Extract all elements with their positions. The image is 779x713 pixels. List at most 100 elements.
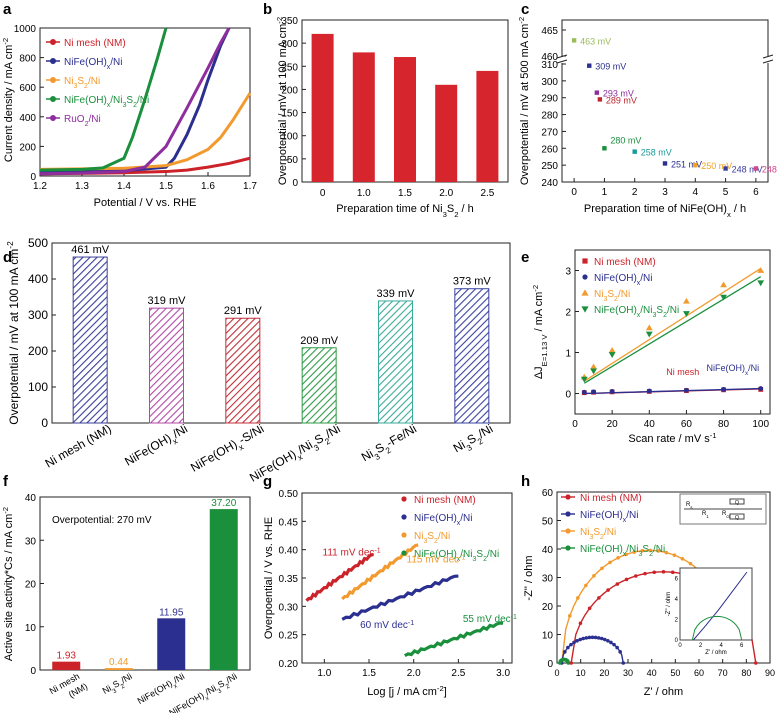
- label-part: Log [j / mA cm: [367, 686, 437, 698]
- panel-h-point: [652, 570, 657, 575]
- y-tick-label: 40: [542, 545, 554, 556]
- label-part: 37.20: [211, 498, 236, 509]
- label-part: 0: [554, 668, 559, 678]
- label-part: -2: [1, 507, 10, 514]
- label-part: -2: [517, 17, 526, 24]
- label-part: Z' / ohm: [705, 650, 726, 656]
- x-tick-label: 60: [694, 668, 704, 678]
- label-part: NiFe(OH): [414, 513, 457, 524]
- y-tick-label: 400: [19, 113, 36, 124]
- panel-e-legend-marker: [582, 274, 588, 280]
- x-tick-label: 4: [693, 187, 699, 198]
- label-part: 0: [675, 638, 679, 644]
- label-part: 3: [603, 296, 607, 303]
- panel-c-point: [723, 166, 728, 171]
- panel-h-circuit-label: Q: [735, 515, 739, 521]
- label-part: 60: [694, 668, 704, 678]
- panel-c-point-label: 289 mV: [606, 95, 637, 105]
- y-tick-label: 0.40: [279, 546, 299, 557]
- panel-d-bar-label: 461 mV: [71, 244, 110, 256]
- label-part: 0: [41, 416, 48, 430]
- panel-e-point: [609, 389, 615, 394]
- label-part: S: [216, 678, 226, 690]
- panel-a-legend-marker: [50, 39, 56, 45]
- label-part: /Ni: [604, 527, 616, 538]
- label-part: ]: [444, 686, 447, 698]
- panel-h-point: [587, 606, 592, 611]
- panel-h-point: [581, 636, 586, 641]
- x-tick-label: 0: [554, 668, 559, 678]
- label-part: 2: [649, 551, 653, 558]
- label-part: NiFe(OH): [136, 678, 174, 706]
- panel-h-point: [624, 552, 628, 557]
- panel-e-legend-label: NiFe(OH)x/Ni3S2/Ni: [594, 305, 679, 319]
- label-part: s: [690, 505, 692, 510]
- panel-c-point-label: 248 mV: [732, 165, 763, 175]
- label-part: 40: [542, 545, 554, 556]
- panel-d-bar: [149, 307, 184, 424]
- y-tick-label: 0.35: [279, 574, 299, 585]
- label-part: 258 mV: [641, 148, 672, 158]
- y-tick-label: 0: [30, 172, 36, 183]
- label-part: x: [623, 551, 627, 558]
- label-part: 2.5: [451, 668, 465, 679]
- panel-a-legend-label: Ni mesh (NM): [64, 38, 126, 49]
- label-part: 209 mV: [300, 335, 339, 347]
- y-tick-label: 240: [541, 178, 558, 189]
- x-tick-label: 100: [752, 419, 769, 430]
- panel-e-point: [646, 388, 652, 394]
- label-part: 2.0: [407, 668, 421, 679]
- panel-h-point: [563, 650, 567, 654]
- panel-e-point: [608, 347, 616, 353]
- panel-c-point-label: 309 mV: [595, 62, 626, 72]
- x-tick-label: 3.0: [496, 668, 510, 679]
- y-tick-label: 1000: [14, 24, 37, 35]
- label-part: 2: [119, 682, 126, 690]
- label-part: 10: [542, 631, 554, 642]
- y-tick-label: 250: [281, 62, 298, 73]
- y-tick-label: 0: [565, 390, 571, 401]
- label-part: NiFe(OH): [594, 305, 637, 316]
- panel-c-point-label: 250 mV: [701, 161, 732, 171]
- label-part: -1: [459, 554, 465, 561]
- y-tick-label: 50: [542, 517, 554, 528]
- label-part: 460: [541, 52, 558, 63]
- label-part: x: [745, 369, 749, 376]
- panel-e-ylabel: ΔJE=1.13 V / mA cm-2: [531, 285, 549, 379]
- y-tick-label: 0.20: [279, 659, 299, 670]
- label-part: 2: [632, 187, 638, 198]
- panel-h-point: [576, 596, 580, 600]
- x-tick-label: 2.0: [407, 668, 421, 679]
- y-tick-label: 800: [19, 54, 36, 65]
- panel-h-circuit-element: [729, 513, 745, 520]
- label-part: 20: [599, 668, 609, 678]
- label-part: 90: [765, 668, 775, 678]
- panel-g-legend-label: NiFe(OH)x/Ni3S2/Ni: [414, 549, 499, 563]
- panel-h-point: [670, 570, 675, 575]
- panel-h-circuit-label: Q: [735, 500, 739, 506]
- panel-d-axes: [51, 242, 511, 424]
- label-part: 50: [287, 155, 299, 166]
- panel-h-point: [688, 561, 693, 566]
- label-part: 3.0: [496, 668, 510, 679]
- panel-g-legend-label: Ni3S2/Ni: [414, 531, 450, 545]
- panel-h-legend-label: NiFe(OH)x/Ni3S2/Ni: [580, 544, 665, 558]
- panel-h-point: [754, 661, 758, 665]
- label-part: 3: [639, 551, 643, 558]
- x-tick-label: 20: [599, 668, 609, 678]
- panel-c-axis-break: [556, 59, 568, 64]
- x-tick-label: 1.5: [362, 668, 376, 679]
- label-part: Preparation time of NiFe(OH): [584, 203, 727, 215]
- y-tick-label: 0: [30, 666, 36, 677]
- label-part: 6: [675, 576, 679, 582]
- panel-f-ylabel: Active site activity*Cs / mA cm-2: [1, 507, 16, 661]
- label-part: 0: [547, 659, 553, 670]
- panel-h-point: [615, 582, 620, 586]
- label-part: 2: [84, 83, 88, 90]
- panel-b-category: 2.5: [480, 188, 494, 199]
- y-tick-label: 1: [565, 349, 571, 360]
- panel-d-ylabel: Overpotential / mV at 100 mA cm-2: [5, 241, 21, 425]
- label-part: -S/Ni: [236, 421, 266, 446]
- panel-b-bar: [476, 70, 499, 182]
